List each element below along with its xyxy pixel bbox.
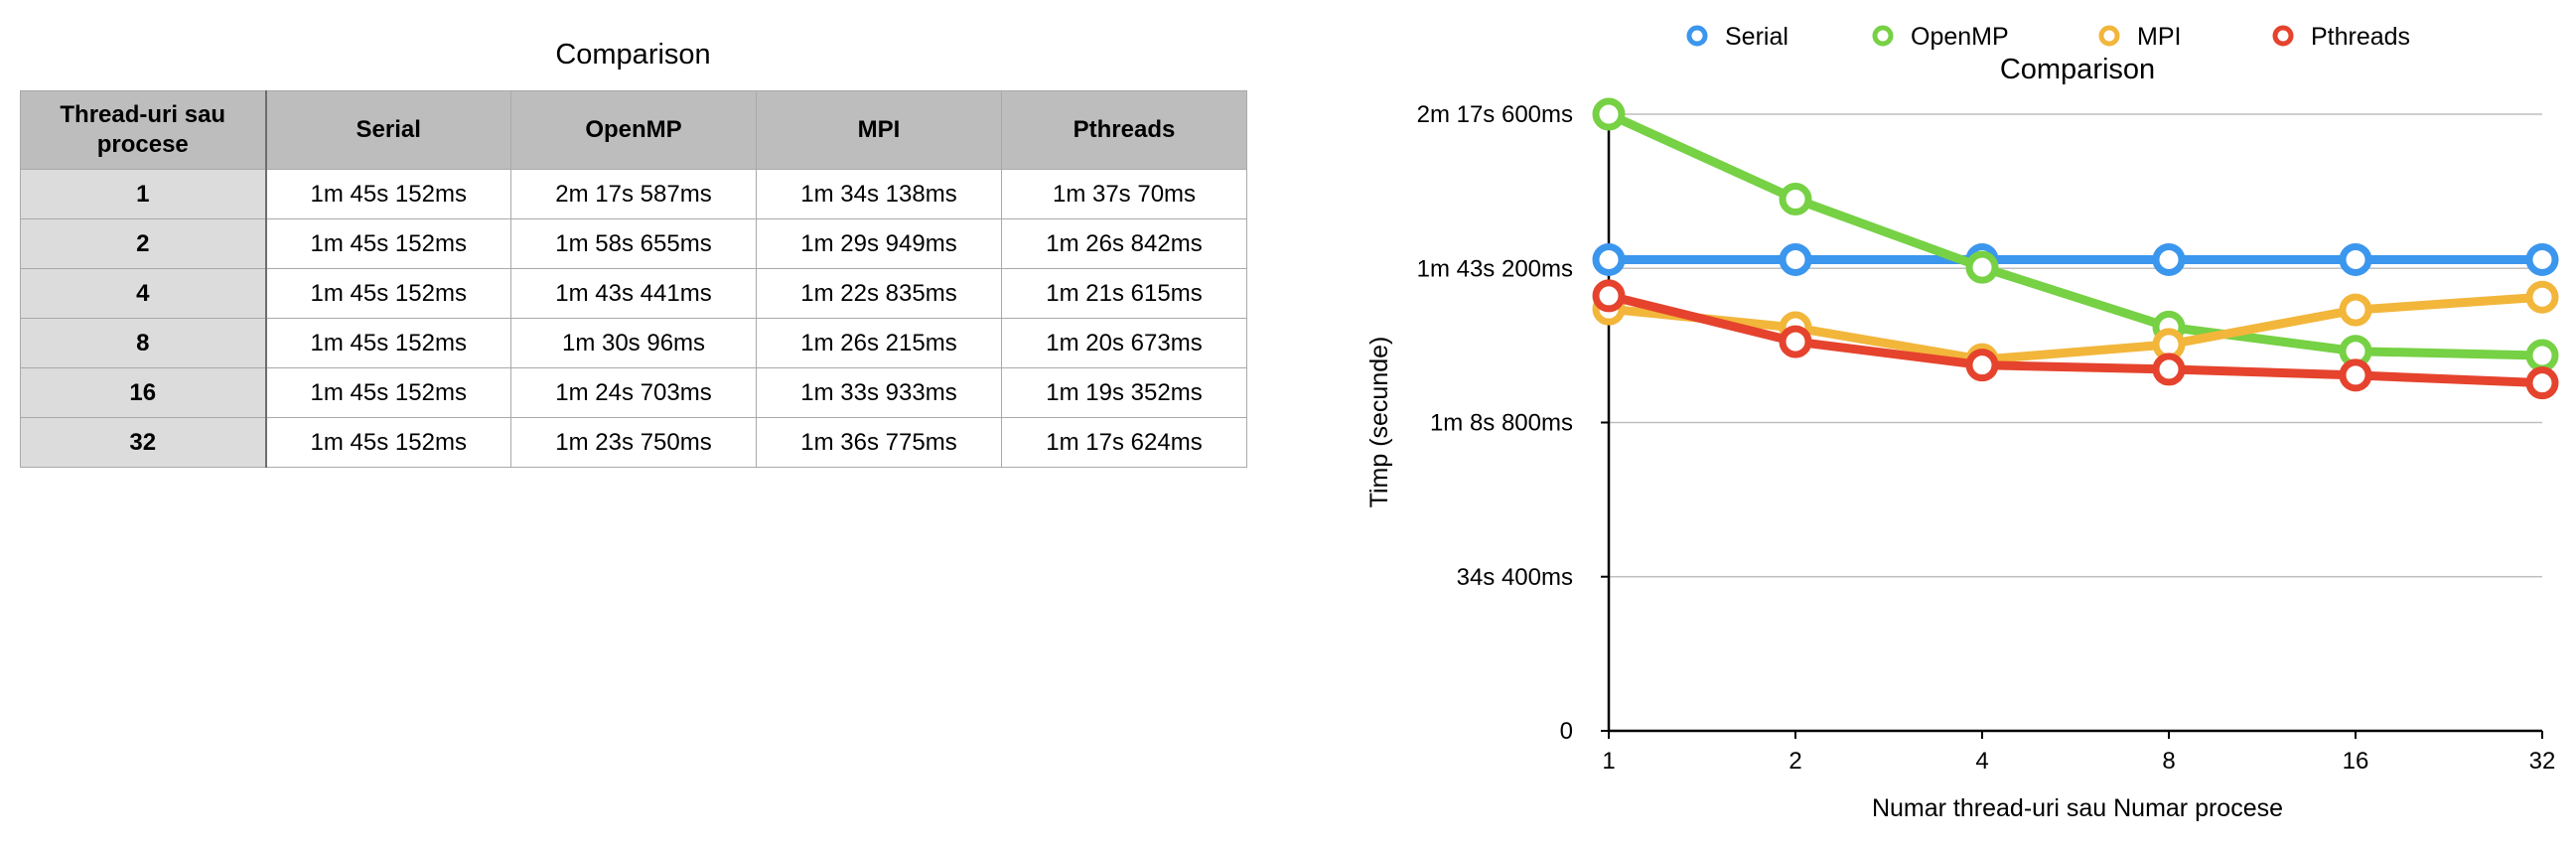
row-label: 32 [20, 417, 267, 468]
cell-serial: 1m 45s 152ms [265, 268, 511, 319]
cell-mpi: 1m 34s 138ms [756, 169, 1002, 219]
cell-serial: 1m 45s 152ms [265, 367, 511, 418]
legend-item-serial: Serial [1686, 23, 1789, 51]
table-row: 32 1m 45s 152ms 1m 23s 750ms 1m 36s 775m… [20, 417, 1247, 468]
cell-serial: 1m 45s 152ms [265, 417, 511, 468]
row-label: 4 [20, 268, 267, 319]
header-serial: Serial [265, 90, 511, 170]
data-point-serial [2152, 242, 2186, 276]
table-row: 1 1m 45s 152ms 2m 17s 587ms 1m 34s 138ms… [20, 169, 1247, 219]
data-point-openmp [1965, 250, 1999, 284]
data-point-mpi [2339, 293, 2372, 327]
series-line-mpi [1604, 292, 2547, 364]
y-tick-label: 1m 43s 200ms [1417, 255, 1573, 282]
cell-pthreads: 1m 20s 673ms [1001, 318, 1247, 368]
header-pthreads: Pthreads [1001, 90, 1247, 170]
cell-openmp: 1m 43s 441ms [510, 268, 757, 319]
data-point-pthreads [1592, 279, 1626, 313]
cell-pthreads: 1m 26s 842ms [1001, 218, 1247, 269]
row-label: 2 [20, 218, 267, 269]
legend-marker-openmp [1872, 25, 1894, 47]
table-header-row: Thread-uri sau procese Serial OpenMP MPI… [20, 90, 1247, 170]
cell-serial: 1m 45s 152ms [265, 169, 511, 219]
x-tick-label: 8 [2162, 748, 2175, 775]
y-tick-label: 0 [1560, 718, 1573, 745]
x-axis-title: Numar thread-uri sau Numar procese [1872, 794, 2283, 822]
x-axis-ticks: 1 2 4 8 16 32 [1602, 731, 2555, 775]
x-tick-label: 32 [2529, 748, 2556, 775]
cell-pthreads: 1m 21s 615ms [1001, 268, 1247, 319]
cell-pthreads: 1m 17s 624ms [1001, 417, 1247, 468]
cell-openmp: 1m 58s 655ms [510, 218, 757, 269]
chart-series [1592, 97, 2559, 400]
cell-serial: 1m 45s 152ms [265, 318, 511, 368]
data-point-openmp [1592, 97, 1626, 131]
cell-mpi: 1m 22s 835ms [756, 268, 1002, 319]
series-line-pthreads [1604, 291, 2547, 388]
legend-label-openmp: OpenMP [1911, 23, 2009, 51]
row-label: 1 [20, 169, 267, 219]
table-row: 2 1m 45s 152ms 1m 58s 655ms 1m 29s 949ms… [20, 218, 1247, 269]
legend-label-pthreads: Pthreads [2311, 23, 2410, 51]
y-axis-ticks: 0 34s 400ms 1m 8s 800ms 1m 43s 200ms 2m 17s … [1417, 101, 1609, 745]
table-row: 8 1m 45s 152ms 1m 30s 96ms 1m 26s 215ms … [20, 318, 1247, 368]
data-point-mpi [2525, 280, 2559, 314]
data-point-pthreads [2152, 353, 2186, 386]
cell-serial: 1m 45s 152ms [265, 218, 511, 269]
data-point-pthreads [2525, 366, 2559, 400]
data-point-pthreads [1779, 325, 1812, 358]
header-threads: Thread-uri sau procese [20, 90, 267, 170]
data-point-pthreads [2339, 358, 2372, 392]
chart-gridlines [1609, 113, 2542, 578]
y-tick-label: 34s 400ms [1457, 564, 1573, 591]
comparison-table-panel: Comparison Thread-uri sau procese Serial… [20, 30, 1247, 468]
x-tick-label: 2 [1789, 748, 1801, 775]
x-tick-label: 16 [2343, 748, 2369, 775]
chart-title: Comparison [2000, 54, 2155, 85]
x-tick-label: 1 [1602, 748, 1615, 775]
cell-pthreads: 1m 37s 70ms [1001, 169, 1247, 219]
cell-mpi: 1m 26s 215ms [756, 318, 1002, 368]
legend-marker-pthreads [2272, 25, 2294, 47]
legend-item-mpi: MPI [2098, 23, 2181, 51]
data-point-openmp [1779, 183, 1812, 216]
legend-marker-mpi [2098, 25, 2120, 47]
table-row: 4 1m 45s 152ms 1m 43s 441ms 1m 22s 835ms… [20, 268, 1247, 319]
cell-mpi: 1m 36s 775ms [756, 417, 1002, 468]
series-line-openmp [1604, 109, 2547, 360]
legend-label-mpi: MPI [2137, 23, 2181, 51]
data-point-pthreads [1965, 349, 1999, 382]
cell-pthreads: 1m 19s 352ms [1001, 367, 1247, 418]
data-point-openmp [2525, 339, 2559, 372]
y-axis-title: Timp (secunde) [1365, 337, 1393, 508]
data-point-serial [1779, 242, 1812, 276]
y-tick-label: 2m 17s 600ms [1417, 101, 1573, 128]
x-tick-label: 4 [1975, 748, 1988, 775]
cell-mpi: 1m 33s 933ms [756, 367, 1002, 418]
data-point-serial [2339, 242, 2372, 276]
row-label: 8 [20, 318, 267, 368]
legend-marker-serial [1686, 25, 1708, 47]
y-tick-label: 1m 8s 800ms [1430, 410, 1573, 437]
legend-item-openmp: OpenMP [1872, 23, 2009, 51]
cell-mpi: 1m 29s 949ms [756, 218, 1002, 269]
comparison-table: Thread-uri sau procese Serial OpenMP MPI… [20, 90, 1247, 468]
legend-item-pthreads: Pthreads [2272, 23, 2410, 51]
cell-openmp: 1m 23s 750ms [510, 417, 757, 468]
cell-openmp: 1m 24s 703ms [510, 367, 757, 418]
data-point-serial [1592, 242, 1626, 276]
data-point-serial [2525, 242, 2559, 276]
chart-legend: Serial OpenMP MPI Pthreads [1686, 23, 2410, 51]
legend-label-serial: Serial [1725, 23, 1789, 51]
table-title: Comparison [555, 39, 711, 71]
